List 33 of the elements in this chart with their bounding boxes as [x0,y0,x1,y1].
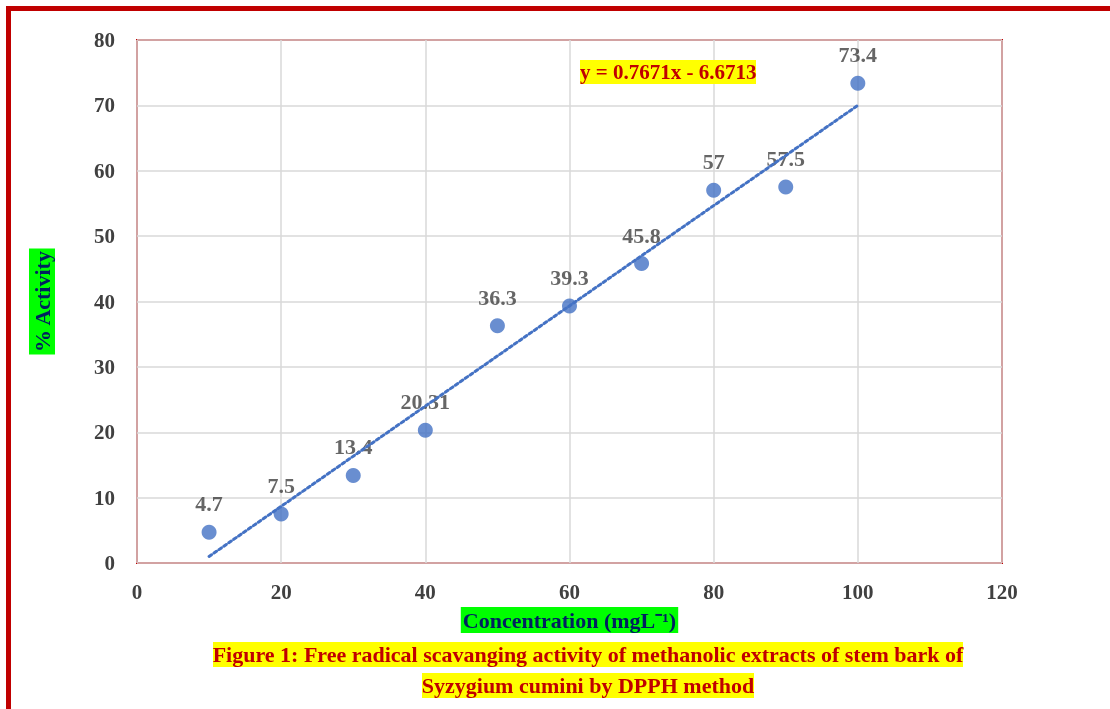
x-tick-label: 100 [842,579,874,604]
data-label: 36.3 [478,284,517,310]
y-tick-label: 30 [94,354,115,379]
data-label: 39.3 [550,265,589,291]
point [201,524,217,540]
data-label: 73.4 [838,42,878,68]
data-label: 57 [702,149,725,175]
point [850,75,866,91]
data-label: 4.7 [195,491,223,517]
y-tick-label: 10 [94,485,115,510]
y-tick-label: 70 [94,93,115,118]
x-tick-label: 20 [270,579,292,604]
point [778,179,794,195]
annotation: y = 0.7671x - 6.6713 [580,60,757,84]
data-label: 7.5 [267,472,295,498]
y-tick-label: 60 [94,158,115,183]
y-tick-label: 80 [94,28,115,52]
x-tick-label: 80 [703,579,725,604]
y-axis-title: % Activity [29,251,55,352]
data-label: 45.8 [622,222,661,248]
x-axis-title: Concentration (mgL⁻¹) [462,607,677,633]
x-tick-label: 60 [559,579,580,604]
point [706,182,722,198]
x-tick-label: 120 [986,579,1018,604]
y-tick-label: 40 [94,289,115,314]
y-tick-label: 0 [104,551,115,575]
point [345,467,361,483]
x-tick-label: 0 [131,579,143,604]
point [417,422,433,438]
y-tick-label: 20 [94,420,115,445]
point [489,318,505,334]
x-tick-label: 40 [414,579,436,604]
y-tick-label: 50 [94,224,115,249]
